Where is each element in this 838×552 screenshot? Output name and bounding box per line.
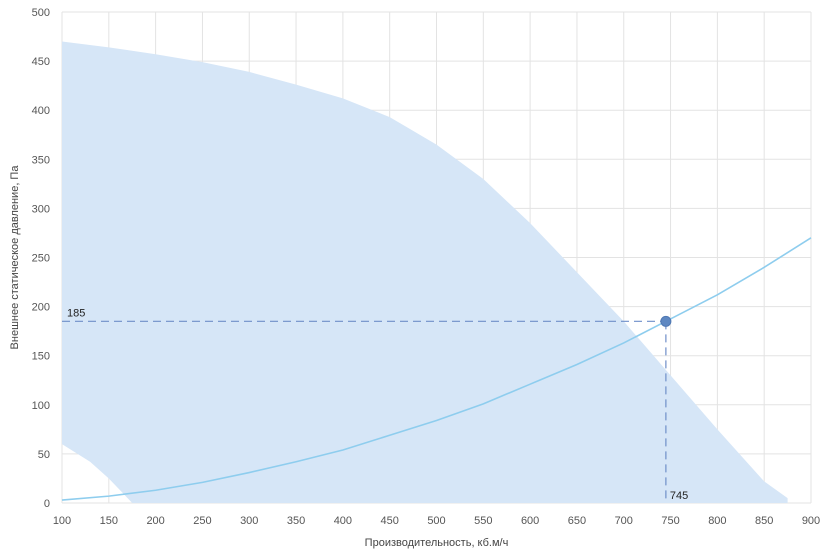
operating-point-guides — [62, 320, 667, 503]
operating-range-area — [62, 41, 788, 504]
x-tick-label: 650 — [568, 515, 586, 527]
operating-point-x-label: 745 — [670, 490, 688, 502]
x-tick-label: 600 — [521, 515, 539, 527]
operating-point-marker[interactable] — [660, 315, 672, 327]
y-tick-label: 400 — [32, 105, 50, 117]
x-tick-label: 450 — [381, 515, 399, 527]
x-tick-label: 250 — [193, 515, 211, 527]
y-tick-label: 150 — [32, 351, 50, 363]
y-tick-label: 100 — [32, 400, 50, 412]
x-axis-title: Производительность, кб.м/ч — [365, 537, 509, 549]
x-tick-label: 400 — [334, 515, 352, 527]
x-tick-label: 550 — [474, 515, 492, 527]
operating-point-y-label: 185 — [67, 307, 85, 319]
y-tick-label: 250 — [32, 253, 50, 265]
y-axis-title: Внешнее статическое давление, Па — [9, 165, 21, 350]
y-tick-label: 200 — [32, 302, 50, 314]
y-tick-label: 300 — [32, 203, 50, 215]
x-tick-label: 300 — [240, 515, 258, 527]
x-tick-label: 900 — [802, 515, 820, 527]
x-tick-label: 150 — [100, 515, 118, 527]
y-tick-label: 350 — [32, 154, 50, 166]
x-tick-label: 700 — [615, 515, 633, 527]
x-tick-label: 350 — [287, 515, 305, 527]
y-tick-label: 500 — [32, 7, 50, 19]
x-tick-label: 100 — [53, 515, 71, 527]
x-tick-label: 800 — [708, 515, 726, 527]
y-tick-label: 0 — [44, 498, 50, 510]
x-tick-label: 200 — [146, 515, 164, 527]
y-tick-label: 50 — [38, 449, 50, 461]
x-tick-label: 850 — [755, 515, 773, 527]
y-tick-label: 450 — [32, 56, 50, 68]
y-axis-tick-labels: 0 50 100 150 200 250 300 350 400 450 500 — [32, 7, 50, 510]
x-tick-label: 750 — [661, 515, 679, 527]
x-axis-tick-labels: 100 150 200 250 300 350 400 450 500 550 600 650 700 7… — [53, 515, 820, 527]
system-curve-line — [61, 237, 812, 501]
x-tick-label: 500 — [427, 515, 445, 527]
